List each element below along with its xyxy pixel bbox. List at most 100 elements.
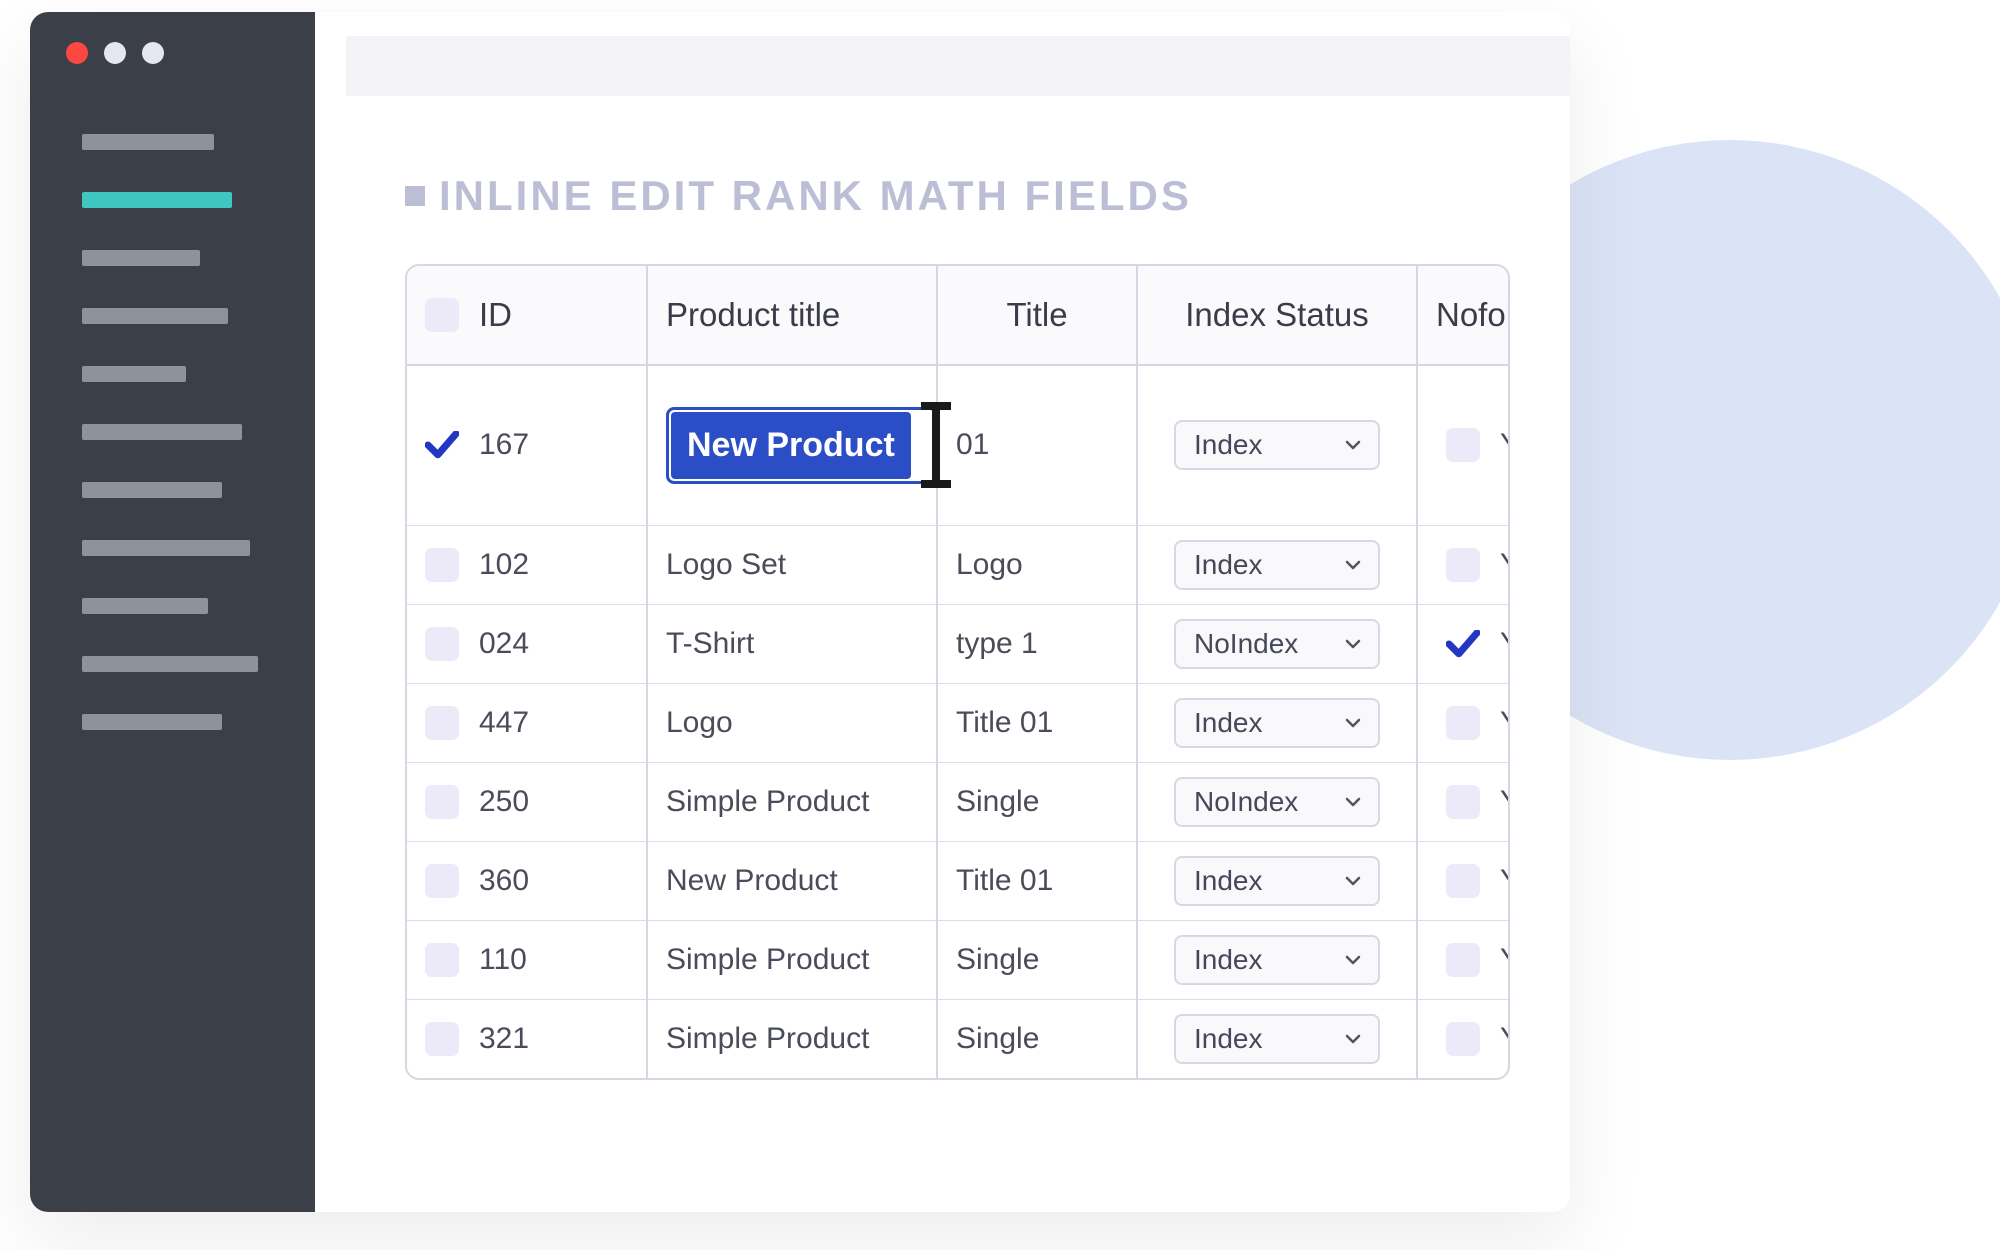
cell-title[interactable]: Single: [956, 1022, 1039, 1055]
row-checkbox[interactable]: [425, 627, 459, 661]
nofollow-label: Yes: [1500, 428, 1510, 462]
table-row: 321Simple ProductSingleIndexYesYes: [407, 999, 1510, 1078]
cell-title[interactable]: Logo: [956, 548, 1023, 581]
cell-product-title[interactable]: Simple Product: [666, 1022, 869, 1055]
col-label-id: ID: [479, 296, 512, 334]
index-status-select[interactable]: NoIndex: [1174, 619, 1380, 669]
table-row: 102Logo SetLogoIndexYesYes: [407, 525, 1510, 604]
row-checkbox[interactable]: [425, 1022, 459, 1056]
close-icon[interactable]: [66, 42, 88, 64]
index-status-select[interactable]: Index: [1174, 540, 1380, 590]
sidebar-item-1[interactable]: [82, 192, 232, 208]
table-row: 250Simple ProductSingleNoIndexYesYes: [407, 762, 1510, 841]
sidebar-item-2[interactable]: [82, 250, 200, 266]
row-checkbox[interactable]: [425, 706, 459, 740]
nofollow-checkbox[interactable]: [1446, 706, 1480, 740]
inline-edit-value: New Product: [671, 412, 911, 479]
chevron-down-icon: [1342, 434, 1364, 456]
sidebar-item-0[interactable]: [82, 134, 214, 150]
cell-product-title[interactable]: New Product: [666, 864, 838, 897]
chevron-down-icon: [1342, 949, 1364, 971]
nofollow-checkbox[interactable]: [1446, 864, 1480, 898]
sidebar-item-8[interactable]: [82, 598, 208, 614]
sidebar-item-4[interactable]: [82, 366, 186, 382]
col-header-id: ID: [407, 266, 647, 365]
nofollow-label: Yes: [1500, 864, 1510, 898]
col-header-nofollow: Nofollow: [1417, 266, 1510, 365]
heading-bullet-icon: [405, 186, 425, 206]
index-status-select[interactable]: Index: [1174, 698, 1380, 748]
nofollow-checkbox[interactable]: [1446, 428, 1480, 462]
row-id: 024: [479, 627, 529, 661]
col-header-title: Title: [937, 266, 1137, 365]
row-checkbox[interactable]: [425, 864, 459, 898]
row-id: 110: [479, 943, 527, 977]
chevron-down-icon: [1342, 712, 1364, 734]
index-status-select[interactable]: Index: [1174, 1014, 1380, 1064]
minimize-icon[interactable]: [104, 42, 126, 64]
select-value: Index: [1194, 549, 1263, 581]
page-title: INLINE EDIT RANK MATH FIELDS: [439, 172, 1192, 220]
cell-product-title[interactable]: Logo Set: [666, 548, 786, 581]
select-value: NoIndex: [1194, 786, 1298, 818]
nofollow-label: Yes: [1500, 548, 1510, 582]
cell-title[interactable]: Title 01: [956, 706, 1053, 739]
select-value: Index: [1194, 865, 1263, 897]
select-value: NoIndex: [1194, 628, 1298, 660]
table-row: 024T-Shirttype 1NoIndexYesYes: [407, 604, 1510, 683]
cell-title[interactable]: Single: [956, 943, 1039, 976]
nofollow-label: Yes: [1500, 943, 1510, 977]
inline-edit-input[interactable]: New Product: [666, 407, 938, 484]
nofollow-label: Yes: [1500, 627, 1510, 661]
row-id: 447: [479, 706, 529, 740]
nofollow-checkbox[interactable]: [1446, 785, 1480, 819]
nofollow-checkbox[interactable]: [1446, 627, 1480, 661]
maximize-icon[interactable]: [142, 42, 164, 64]
table-row: 110Simple ProductSingleIndexYesYes: [407, 920, 1510, 999]
sidebar-item-6[interactable]: [82, 482, 222, 498]
select-value: Index: [1194, 944, 1263, 976]
row-checkbox[interactable]: [425, 428, 459, 462]
cell-product-title[interactable]: Logo: [666, 706, 733, 739]
sidebar: [30, 12, 315, 1212]
index-status-select[interactable]: Index: [1174, 420, 1380, 470]
row-id: 321: [479, 1022, 529, 1056]
products-table: ID Product title Title Index Status Nofo…: [407, 266, 1510, 1078]
nofollow-checkbox[interactable]: [1446, 943, 1480, 977]
table-row: 167New Product01IndexYesYes: [407, 365, 1510, 525]
nofollow-checkbox[interactable]: [1446, 1022, 1480, 1056]
page-heading: INLINE EDIT RANK MATH FIELDS: [405, 172, 1510, 220]
select-value: Index: [1194, 1023, 1263, 1055]
sidebar-item-10[interactable]: [82, 714, 222, 730]
sidebar-nav: [30, 134, 315, 730]
row-id: 360: [479, 864, 529, 898]
select-all-checkbox[interactable]: [425, 298, 459, 332]
cell-title[interactable]: Title 01: [956, 864, 1053, 897]
index-status-select[interactable]: Index: [1174, 935, 1380, 985]
select-value: Index: [1194, 429, 1263, 461]
row-checkbox[interactable]: [425, 548, 459, 582]
nofollow-label: Yes: [1500, 1022, 1510, 1056]
index-status-select[interactable]: Index: [1174, 856, 1380, 906]
sidebar-item-5[interactable]: [82, 424, 242, 440]
table-body: 167New Product01IndexYesYes102Logo SetLo…: [407, 365, 1510, 1078]
row-checkbox[interactable]: [425, 785, 459, 819]
table-row: 360New ProductTitle 01IndexYesYes: [407, 841, 1510, 920]
index-status-select[interactable]: NoIndex: [1174, 777, 1380, 827]
chevron-down-icon: [1342, 554, 1364, 576]
cell-product-title[interactable]: Simple Product: [666, 943, 869, 976]
nofollow-checkbox[interactable]: [1446, 548, 1480, 582]
cell-title[interactable]: 01: [956, 428, 989, 461]
sidebar-item-9[interactable]: [82, 656, 258, 672]
sidebar-item-7[interactable]: [82, 540, 250, 556]
cell-product-title[interactable]: Simple Product: [666, 785, 869, 818]
cell-title[interactable]: Single: [956, 785, 1039, 818]
products-table-card: ID Product title Title Index Status Nofo…: [405, 264, 1510, 1080]
chevron-down-icon: [1342, 1028, 1364, 1050]
cell-title[interactable]: type 1: [956, 627, 1038, 660]
sidebar-item-3[interactable]: [82, 308, 228, 324]
row-id: 167: [479, 428, 529, 462]
cell-product-title[interactable]: T-Shirt: [666, 627, 754, 660]
row-checkbox[interactable]: [425, 943, 459, 977]
chevron-down-icon: [1342, 870, 1364, 892]
